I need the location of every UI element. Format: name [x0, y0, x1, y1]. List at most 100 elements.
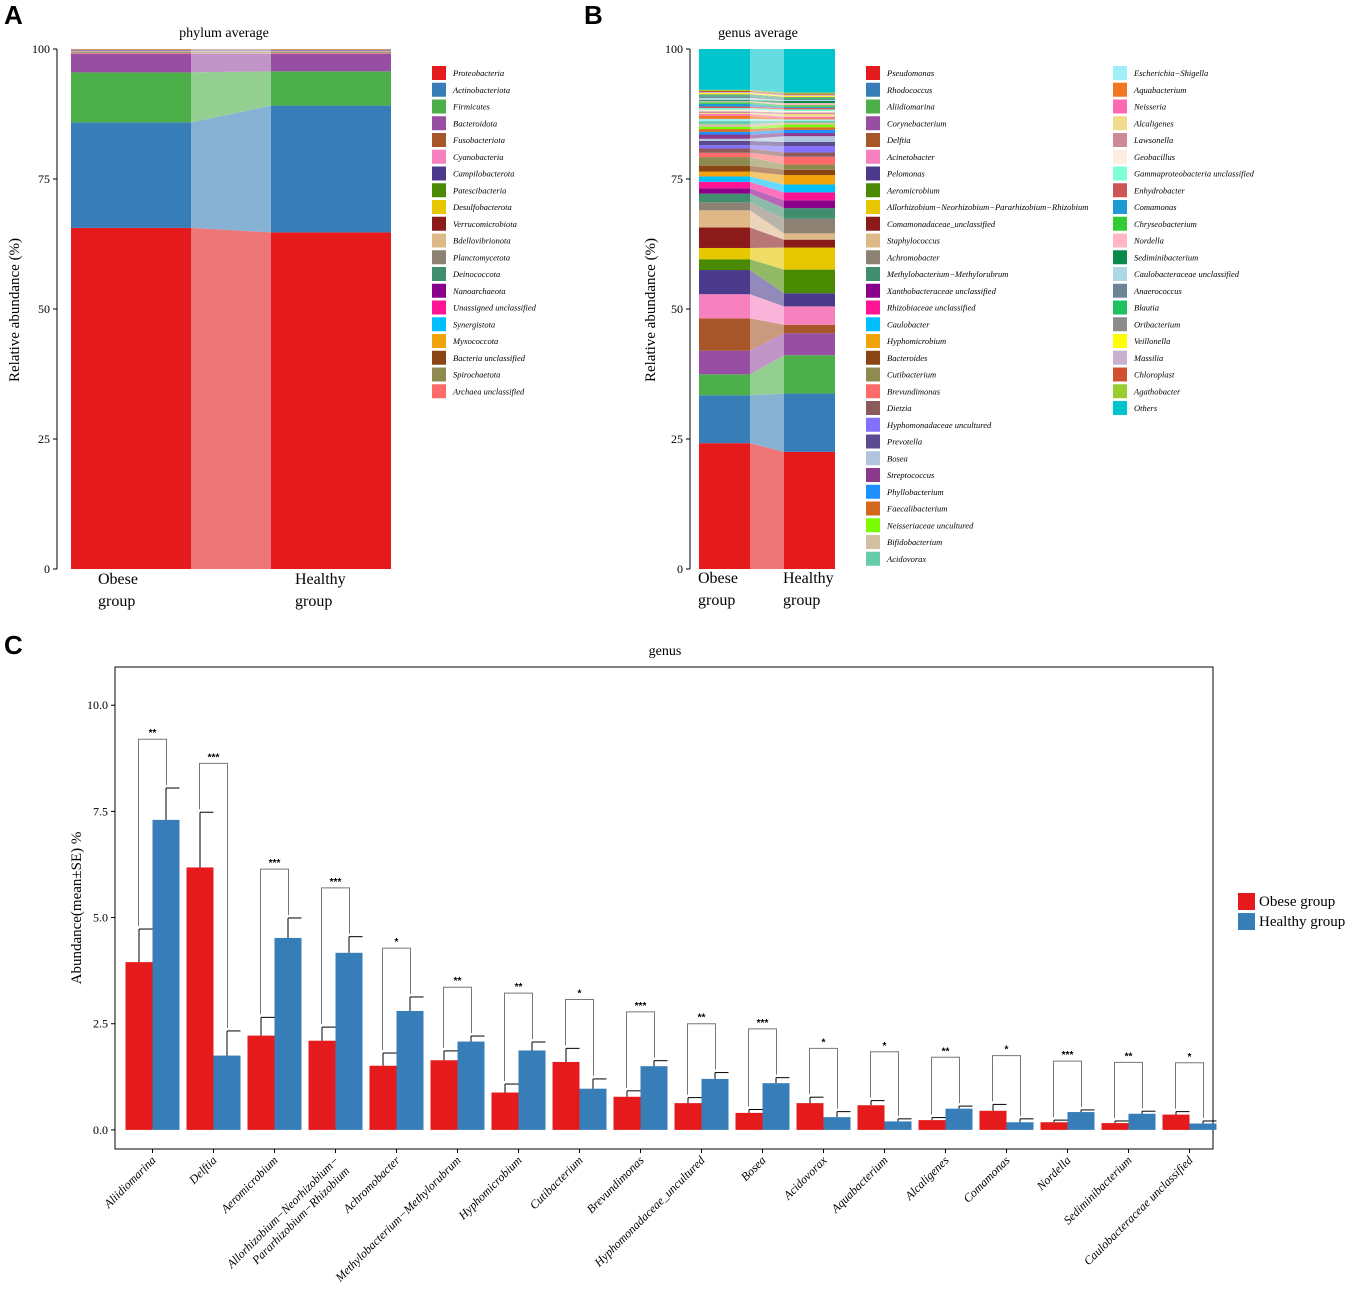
c-significance-bracket [504, 992, 533, 1082]
c-bar-healthy-aquabacterium [884, 1121, 912, 1130]
c-x-label-text: Brevundimonas [584, 1153, 647, 1216]
c-x-label-aeromicrobium: Aeromicrobium [217, 1153, 280, 1216]
a-bar-healthy-actinobacteriota [271, 105, 391, 233]
a-bar-obese-bacteroidota [71, 53, 191, 73]
panel-c-y-axis: 0.0 2.5 5.0 7.5 10.0 [87, 698, 115, 1137]
c-legend-swatch-obese-group [1238, 893, 1255, 910]
b-flow-bosea [750, 136, 784, 142]
panel-c-plot-frame [114, 666, 1214, 1150]
b-group-label-healthy-group: Healthy [783, 570, 834, 587]
b-flow-acinetobacter [750, 294, 784, 325]
c-bar-healthy-caulobacteraceae-unclassified [1189, 1123, 1217, 1130]
c-x-label-aliidiomarina: Aliidiomarina [100, 1153, 158, 1211]
b-bar-healthy-brevundimonas [784, 156, 835, 165]
b-legend-label-bosea: Bosea [887, 453, 908, 463]
a-y-tick-label: 50 [38, 302, 50, 316]
b-bar-obese-alcaligenes [699, 112, 750, 115]
b-bar-healthy-geobacillus [784, 110, 835, 113]
b-flow-hyphomicrobium [750, 171, 784, 185]
b-legend-swatch-rhodococcus [866, 82, 880, 97]
b-flow-cutibacterium [750, 157, 784, 170]
b-bar-healthy-agathobacter [784, 92, 835, 94]
b-legend-label-neisseria: Neisseria [1133, 102, 1166, 112]
c-bar-obese-cutibacterium [552, 1061, 580, 1130]
b-legend-swatch-agathobacter [1113, 384, 1127, 399]
panel-a-group-labels: Obese group Healthy group [98, 571, 346, 610]
a-legend-label-myxococcota: Myxococcota [452, 336, 498, 346]
b-legend-swatch-lawsonella [1113, 133, 1127, 147]
panel-c-legend: Obese group Healthy group [1238, 893, 1345, 930]
a-legend-label-bdellovibrionota: Bdellovibrionota [453, 236, 511, 246]
b-bar-obese-rhodococcus [699, 395, 750, 444]
a-legend-swatch-patescibacteria [432, 183, 446, 198]
c-x-label-methylobacterium-methylorubrum: Methylobacterium−Methylorubrum [332, 1153, 464, 1285]
c-x-label-hyphomicrobium: Hyphomicrobium [455, 1153, 525, 1223]
c-bar-obese-aliidiomarina [125, 962, 153, 1130]
c-significance-label: ** [698, 1013, 706, 1024]
b-bar-healthy-bosea [784, 136, 835, 142]
c-bar-obese-hyphomonadaceae-uncultured [674, 1103, 702, 1130]
c-y-tick-label: 10.0 [87, 698, 108, 712]
b-flow-bifidobacterium [750, 122, 784, 127]
b-bar-healthy-lawsonella [784, 112, 835, 115]
b-legend-label-brevundimonas: Brevundimonas [887, 386, 941, 396]
a-legend-swatch-archaea-unclassified [432, 384, 446, 399]
a-legend-swatch-fusobacteriota [432, 133, 446, 147]
c-significance-bracket [1114, 1061, 1143, 1118]
c-bar-healthy-acidovorax [823, 1117, 851, 1130]
c-significance-label: ** [454, 976, 462, 987]
c-x-label-text: Nordella [1033, 1153, 1073, 1193]
b-legend-label-gammaproteobacteria-unclassified: Gammaproteobacteria unclassified [1134, 169, 1255, 179]
c-significance-bracket [199, 762, 228, 1028]
b-legend-swatch-comamonadaceae-unclassified [866, 216, 880, 231]
b-y-tick-label: 75 [671, 172, 683, 186]
a-bar-obese-proteobacteria [71, 227, 191, 569]
b-legend-swatch-chryseobacterium [1113, 216, 1127, 231]
b-legend-swatch-chloroplast [1113, 367, 1127, 382]
c-bar-obese-delftia [186, 867, 214, 1130]
b-legend-label-comamonadaceae-unclassified: Comamonadaceae_unclassified [887, 219, 996, 229]
b-legend-swatch-delftia [866, 133, 880, 147]
b-legend-swatch-geobacillus [1113, 149, 1127, 164]
c-x-label-alcaligenes: Alcaligenes [901, 1153, 951, 1203]
b-bar-healthy-caulobacter [784, 184, 835, 193]
b-legend-swatch-aeromicrobium [866, 183, 880, 198]
a-legend-label-patescibacteria: Patescibacteria [452, 185, 506, 195]
b-legend-swatch-acinetobacter [866, 149, 880, 164]
b-bar-obese-anaerococcus [699, 96, 750, 98]
b-flow-geobacillus [750, 109, 784, 113]
b-bar-obese-lawsonella [699, 111, 750, 113]
c-significance-bracket [1175, 1062, 1204, 1118]
b-flow-xanthobacteraceae-unclassified [750, 188, 784, 209]
c-significance-label: * [578, 989, 582, 1000]
c-x-label-text: Bosea [738, 1153, 769, 1184]
a-legend-label-unassigned-unclassified: Unassigned unclassified [453, 303, 537, 313]
b-bar-obese-brevundimonas [699, 152, 750, 158]
panel-a-legend: Proteobacteria Actinobacteriota Firmicutes… [432, 66, 537, 399]
c-x-label-text: Aquabacterium [828, 1153, 891, 1216]
b-bar-healthy-allorhizobium-neorhizobium-pararhizobium-rhizobium [784, 247, 835, 270]
b-bar-obese-caulobacteraceae-unclassified [699, 97, 750, 101]
a-bar-obese-actinobacteriota [71, 122, 191, 228]
c-x-label-text: Achromobacter [340, 1153, 403, 1216]
b-legend-swatch-others [1113, 401, 1127, 415]
a-legend-label-firmicutes: Firmicutes [452, 102, 491, 112]
b-group-label-obese-group: group [698, 592, 735, 609]
b-flow-blautia [750, 95, 784, 99]
b-flow-neisseriaceae-uncultured [750, 124, 784, 130]
c-x-label-text: Hyphomonadaceae_uncultured [591, 1153, 709, 1271]
b-bar-healthy-rhodococcus [784, 393, 835, 452]
c-significance-bracket [748, 1028, 777, 1107]
b-legend-label-chryseobacterium: Chryseobacterium [1134, 219, 1197, 229]
b-legend-swatch-rhizobiaceae-unclassified [866, 300, 880, 315]
b-bar-healthy-oribacterium [784, 96, 835, 98]
b-flow-others [750, 49, 784, 93]
c-x-label-text: Delftia [185, 1153, 219, 1187]
b-legend-swatch-achromobacter [866, 250, 880, 265]
b-bar-obese-geobacillus [699, 109, 750, 112]
a-legend-swatch-desulfobacterota [432, 200, 446, 214]
panel-c-genus-comparison: C genus Abundance(mean±SE) % 0.0 2.5 5.0 7.… [4, 630, 1345, 1285]
b-bar-healthy-comamonas [784, 106, 835, 108]
b-bar-healthy-aquabacterium [784, 118, 835, 120]
c-x-label-text: Methylobacterium−Methylorubrum [332, 1153, 464, 1285]
